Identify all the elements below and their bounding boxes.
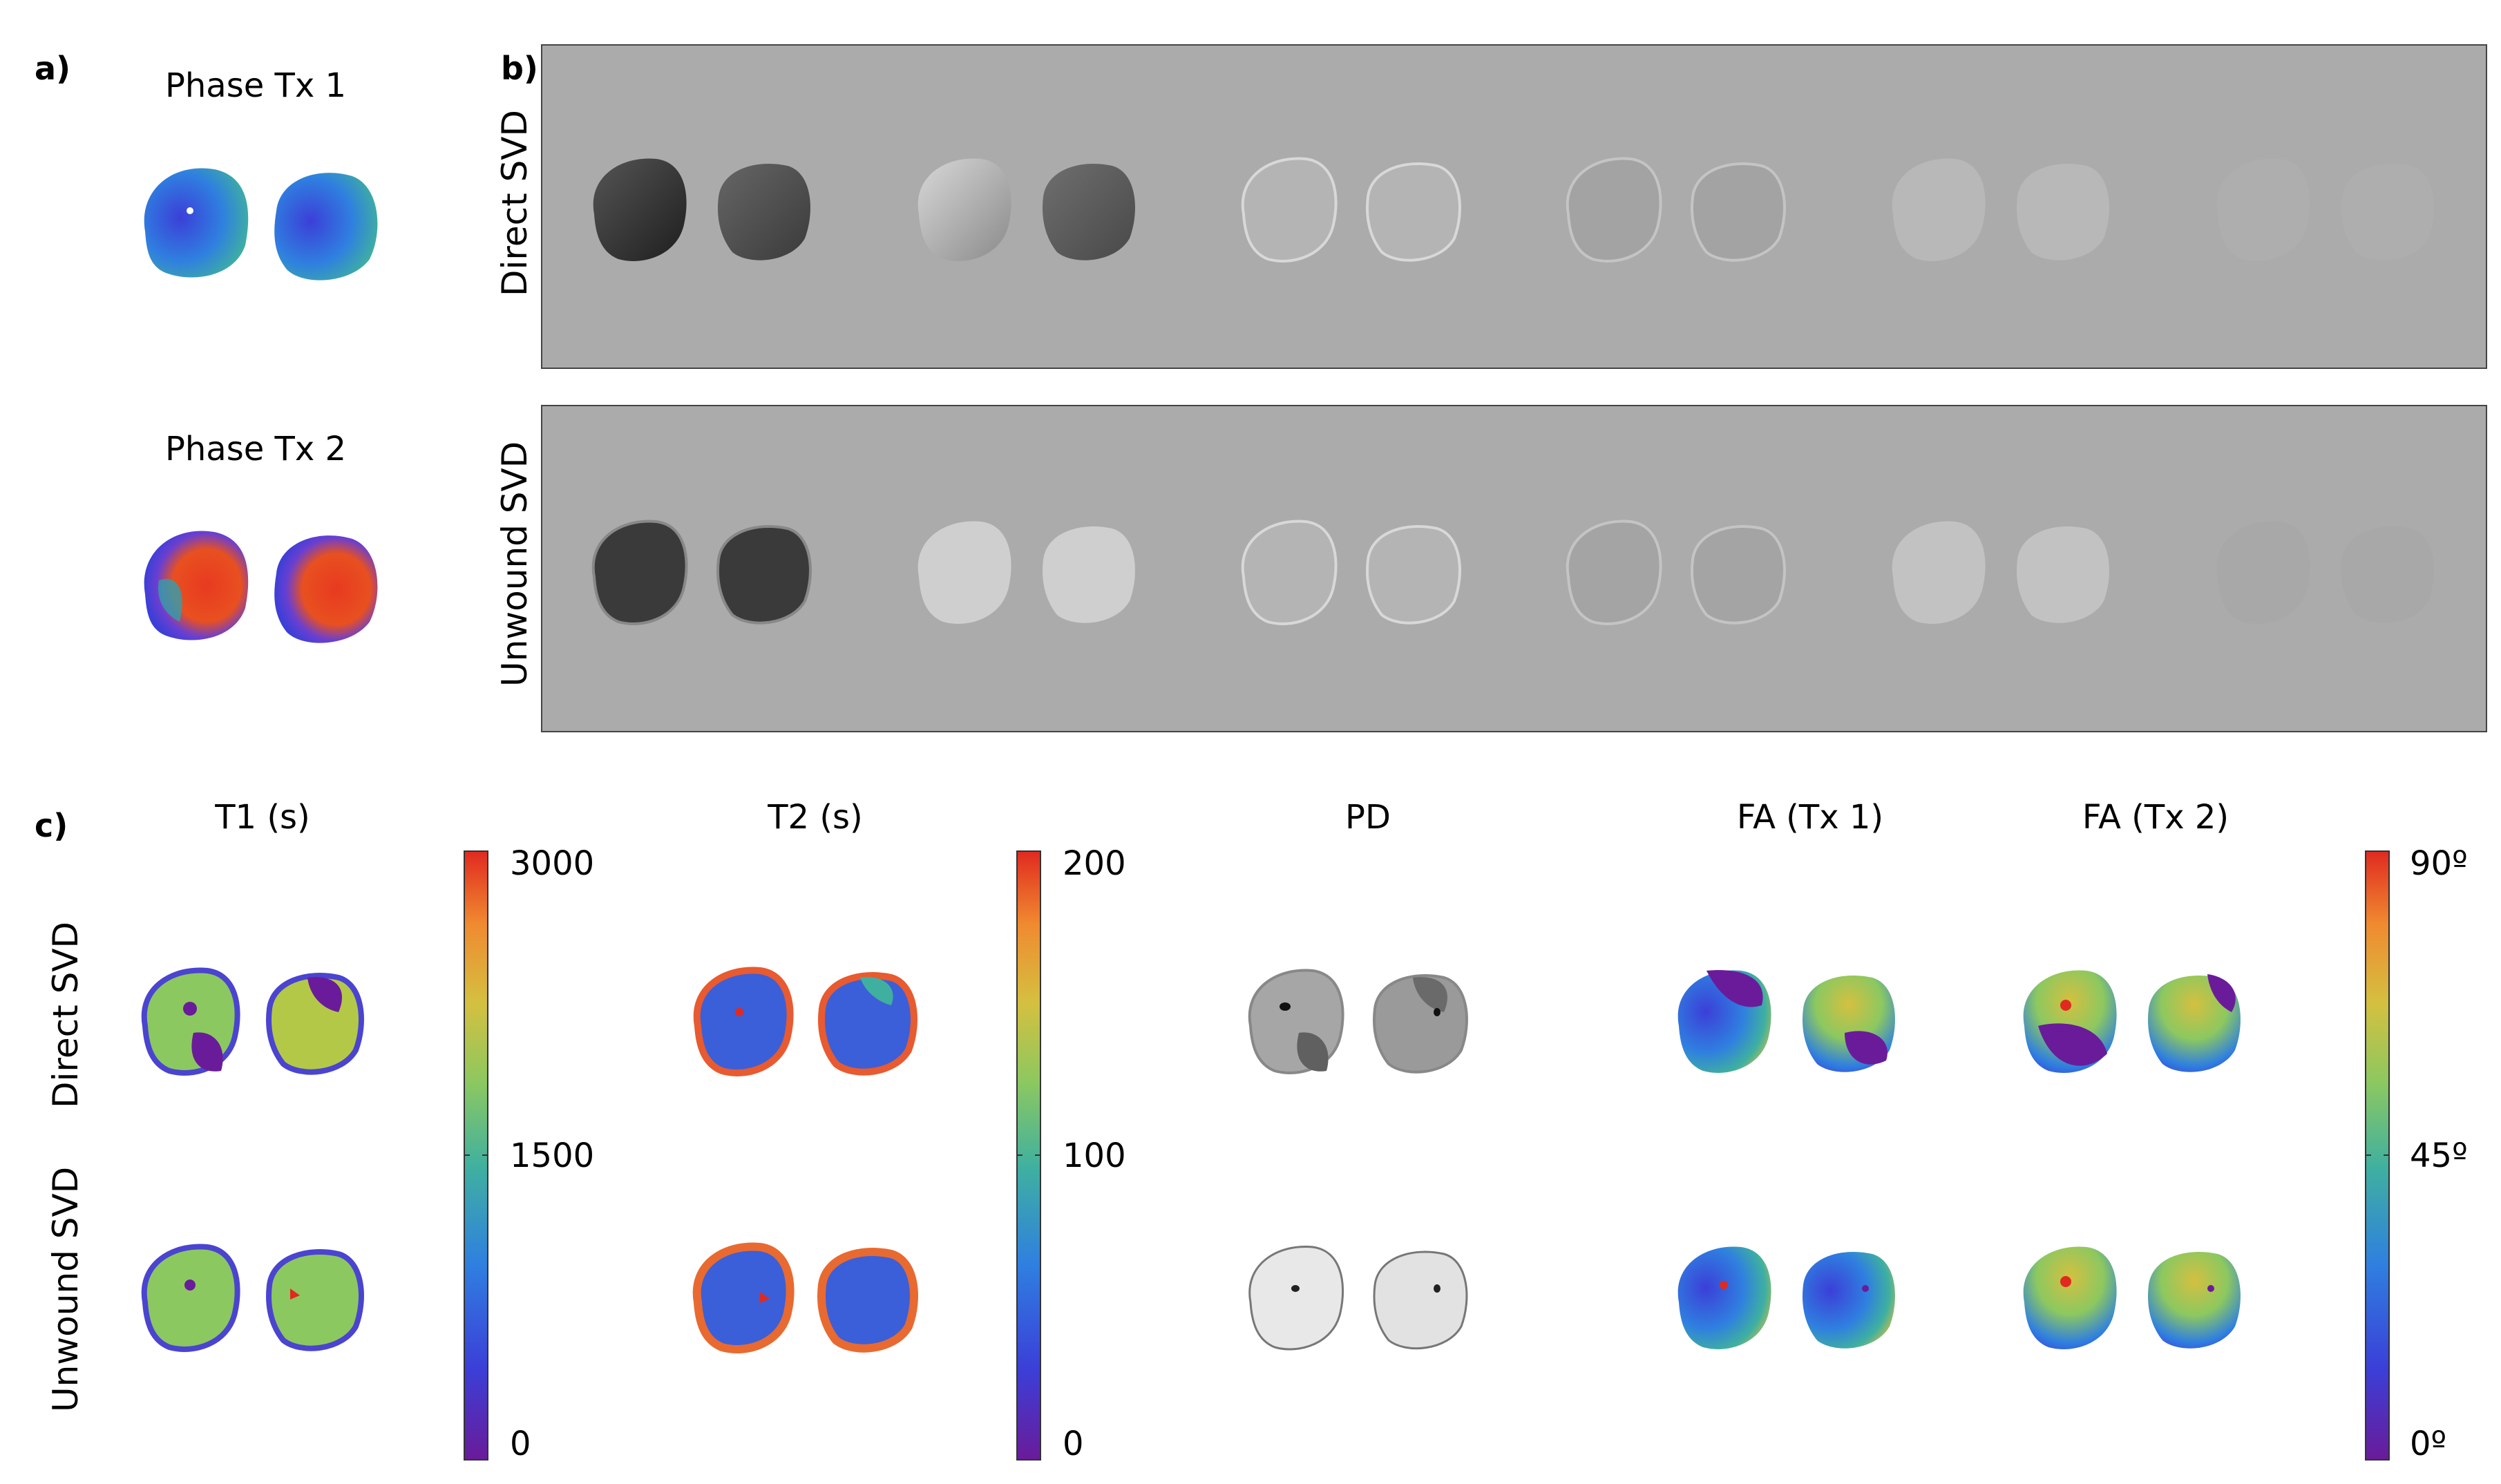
panel-c-row-direct-svd: Direct SVD [46,921,86,1109]
pd-direct-map [1248,969,1468,1074]
fa-tx2-title: FA (Tx 2) [2082,798,2229,837]
fa-tx1-title: FA (Tx 1) [1736,798,1884,837]
phase-tx1-image [144,168,378,280]
t1-colorbar [464,850,488,1461]
panel-b-row-direct-svd: Direct SVD [495,109,535,297]
t2-colorbar-min: 0 [1063,1425,1084,1463]
fa-colorbar-mid: 45º [2410,1136,2468,1175]
t2-colorbar [1016,850,1041,1461]
t2-colorbar-mid: 100 [1063,1136,1126,1175]
panel-a-label: a) [35,50,71,87]
phase-tx2-title: Phase Tx 2 [164,430,347,468]
fa-colorbar-max: 90º [2410,844,2468,883]
fa-tx1-unwound-map [1677,1246,1895,1349]
pd-title: PD [1345,798,1391,837]
direct-svd-images [593,157,2434,263]
panel-b-row-unwound-svd: Unwound SVD [495,441,535,687]
t2-colorbar-max: 200 [1063,844,1126,883]
t1-direct-map [141,967,364,1076]
fa-colorbar [2365,850,2390,1461]
t1-colorbar-mid: 1500 [510,1136,595,1175]
phase-tx2-image [144,531,378,643]
t1-title: T1 (s) [215,798,310,837]
unwound-svd-images [591,520,2434,625]
t2-title: T2 (s) [768,798,863,837]
panel-c-row-unwound-svd: Unwound SVD [46,1166,86,1412]
panel-b-label: b) [501,50,538,87]
fa-tx2-unwound-map [2023,1246,2241,1349]
t1-unwound-map [141,1244,364,1352]
direct-svd-box [541,44,2487,369]
phase-tx1-title: Phase Tx 1 [164,66,347,105]
fa-tx2-direct-map [2023,970,2241,1073]
t2-direct-map [693,967,917,1076]
panel-c-label: c) [35,807,68,844]
fa-tx1-direct-map [1677,970,1895,1073]
t2-unwound-map [692,1242,918,1353]
fa-colorbar-min: 0º [2410,1425,2447,1463]
t1-colorbar-min: 0 [510,1425,531,1463]
pd-unwound-map [1248,1245,1468,1351]
unwound-svd-box [541,405,2487,732]
t1-colorbar-max: 3000 [510,844,595,883]
